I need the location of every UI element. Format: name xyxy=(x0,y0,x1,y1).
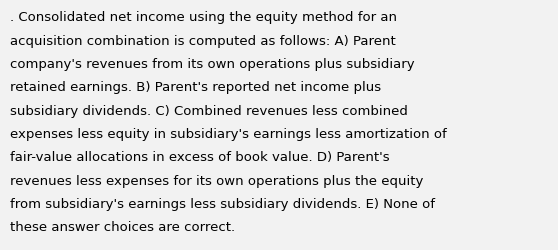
Text: from subsidiary's earnings less subsidiary dividends. E) None of: from subsidiary's earnings less subsidia… xyxy=(10,197,435,210)
Text: acquisition combination is computed as follows: A) Parent: acquisition combination is computed as f… xyxy=(10,34,396,48)
Text: retained earnings. B) Parent's reported net income plus: retained earnings. B) Parent's reported … xyxy=(10,81,381,94)
Text: fair-value allocations in excess of book value. D) Parent's: fair-value allocations in excess of book… xyxy=(10,151,389,164)
Text: . Consolidated net income using the equity method for an: . Consolidated net income using the equi… xyxy=(10,11,397,24)
Text: expenses less equity in subsidiary's earnings less amortization of: expenses less equity in subsidiary's ear… xyxy=(10,128,447,140)
Text: subsidiary dividends. C) Combined revenues less combined: subsidiary dividends. C) Combined revenu… xyxy=(10,104,408,117)
Text: revenues less expenses for its own operations plus the equity: revenues less expenses for its own opera… xyxy=(10,174,424,187)
Text: these answer choices are correct.: these answer choices are correct. xyxy=(10,220,235,234)
Text: company's revenues from its own operations plus subsidiary: company's revenues from its own operatio… xyxy=(10,58,415,71)
